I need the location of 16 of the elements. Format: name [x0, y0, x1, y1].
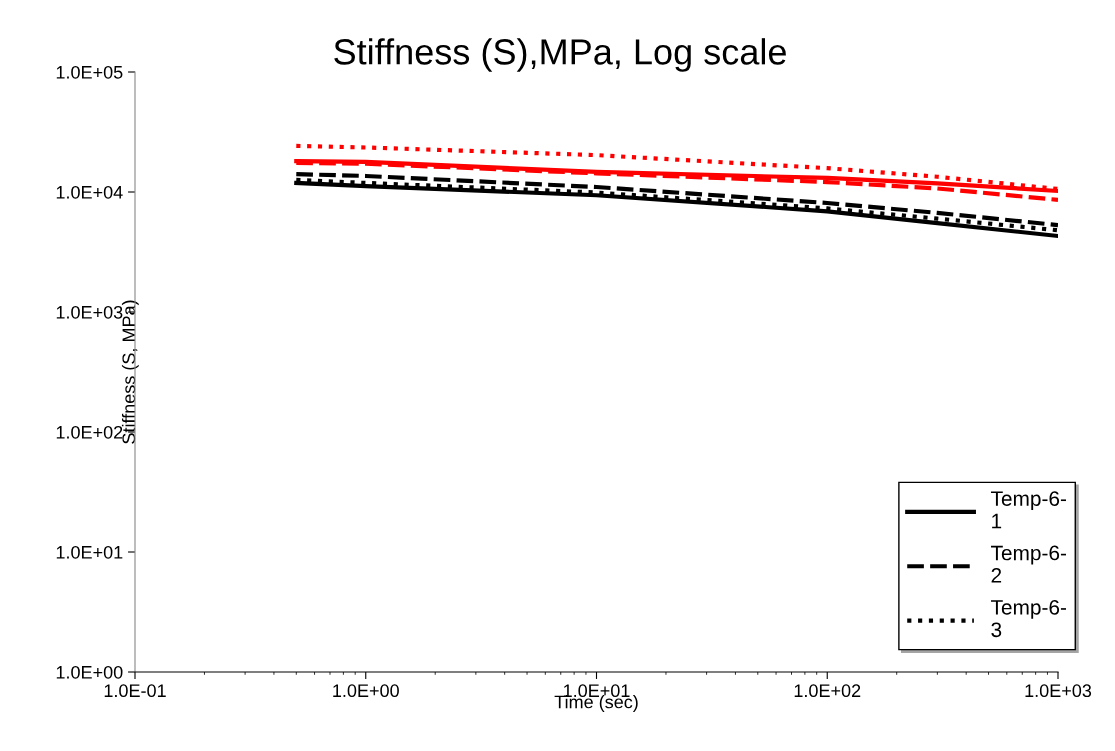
chart-title: Stiffness (S),MPa, Log scale — [334, 38, 786, 72]
y-tick-label: 1.0E+04 — [56, 185, 123, 199]
legend-label: Temp-6-3 — [991, 599, 1067, 638]
x-tick-label: 1.0E+03 — [1025, 684, 1092, 698]
x-tick-label: 1.0E+00 — [333, 684, 399, 698]
y-axis-title: Stiffness (S, MPa) — [121, 300, 139, 444]
y-tick-label: 1.0E+02 — [56, 425, 123, 439]
y-tick-label: 1.0E+00 — [56, 665, 123, 679]
legend-label: Temp-6-1 — [991, 491, 1067, 529]
y-tick-label: 1.0E+03 — [56, 305, 123, 319]
y-tick-label: 1.0E+01 — [56, 545, 123, 559]
x-tick-label: 1.0E-01 — [104, 684, 166, 698]
x-tick-label: 1.0E+02 — [794, 684, 861, 698]
y-tick-label: 1.0E+05 — [56, 65, 123, 79]
x-tick-label: 1.0E+01 — [563, 684, 630, 698]
legend-label: Temp-6-2 — [991, 545, 1067, 583]
